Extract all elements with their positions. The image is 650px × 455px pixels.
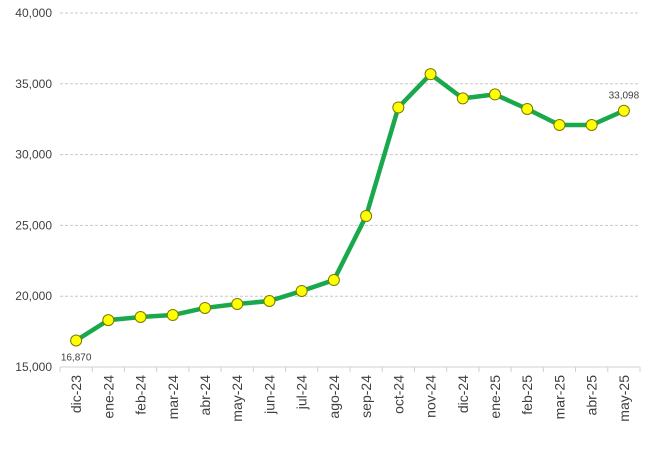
data-point-marker: [70, 334, 83, 347]
data-labels: 16,870 33,098: [61, 91, 640, 364]
data-point-marker: [231, 297, 244, 310]
x-tick-label: mar-24: [165, 375, 181, 420]
data-point-marker: [489, 88, 501, 101]
x-tick-label: abr-25: [584, 375, 600, 416]
x-tick-label: oct-24: [390, 375, 406, 414]
data-point-marker: [263, 295, 276, 308]
data-point-marker: [166, 309, 179, 322]
x-tick-label: may-25: [616, 375, 632, 422]
x-tick-label: dic-23: [68, 375, 84, 413]
y-tick-label: 15,000: [15, 360, 52, 374]
data-label: 16,870: [61, 353, 92, 364]
data-label: 33,098: [609, 91, 640, 102]
data-point-marker: [553, 119, 566, 132]
data-point-marker: [617, 104, 630, 117]
y-tick-label: 25,000: [15, 218, 52, 232]
x-tick-label: may-24: [229, 375, 245, 422]
data-point-marker: [424, 68, 437, 81]
x-tick-label: feb-25: [519, 375, 535, 415]
y-tick-label: 30,000: [15, 148, 52, 162]
y-axis: 15,000 20,000 25,000 30,000 35,000 40,000: [15, 6, 52, 374]
x-tick-label: nov-24: [423, 375, 439, 418]
data-point-marker: [199, 301, 211, 314]
data-point-marker: [102, 314, 115, 327]
x-tick-label: mar-25: [551, 375, 567, 420]
x-tick-label: feb-24: [133, 375, 149, 415]
x-tick-label: abr-24: [197, 375, 213, 416]
data-point-marker: [295, 284, 308, 297]
gridlines: [60, 12, 640, 297]
data-point-marker: [134, 311, 147, 324]
x-tick-label: ago-24: [326, 375, 342, 419]
data-point-marker: [327, 274, 340, 287]
series-line: [74, 71, 625, 343]
x-tick-label: dic-24: [455, 375, 471, 413]
x-tick-label: jul-24: [294, 375, 310, 410]
data-point-marker: [585, 119, 598, 132]
series-markers: [70, 68, 630, 347]
data-point-marker: [360, 210, 373, 223]
x-tick-label: jun-24: [261, 375, 277, 415]
series-line-path: [74, 71, 625, 343]
x-tick-label: ene-24: [100, 375, 116, 419]
data-point-marker: [456, 92, 469, 105]
data-point-marker: [521, 103, 534, 116]
y-tick-label: 35,000: [15, 77, 52, 91]
data-point-marker: [392, 101, 405, 114]
y-tick-label: 40,000: [15, 6, 52, 20]
x-tick-label: sep-24: [358, 375, 374, 418]
x-tick-label: ene-25: [487, 375, 503, 419]
y-tick-label: 20,000: [15, 289, 52, 303]
x-axis: dic-23 ene-24 feb-24 mar-24 abr-24 may-24 jun-…: [59, 366, 641, 422]
